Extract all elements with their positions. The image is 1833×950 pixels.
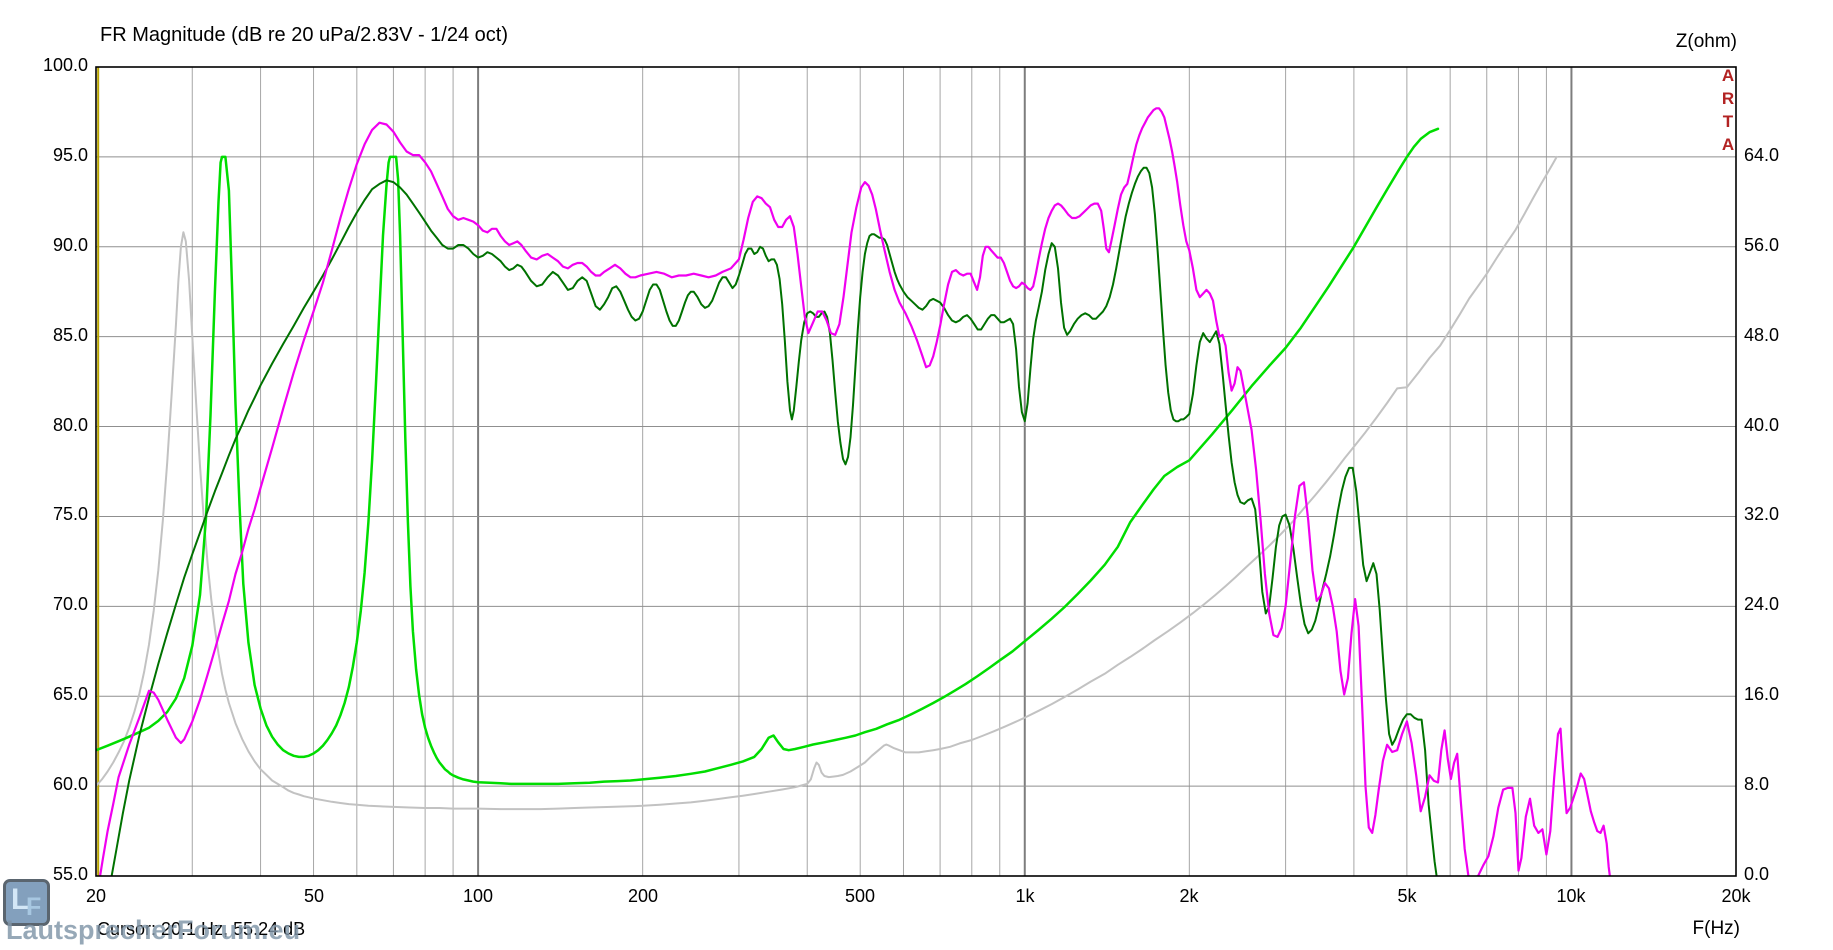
y-left-tick-label: 100.0 (42, 55, 88, 75)
y-right-tick-label: 32.0 (1744, 504, 1780, 524)
y-left-tick-label: 80.0 (52, 415, 88, 435)
arta-letter: R (1721, 89, 1735, 108)
y-left-tick-label: 65.0 (52, 684, 88, 704)
chart-title: FR Magnitude (dB re 20 uPa/2.83V - 1/24 … (100, 24, 508, 46)
x-tick-label: 50 (303, 886, 325, 906)
y-left-tick-label: 75.0 (52, 504, 88, 524)
x-tick-label: 1k (1015, 886, 1035, 906)
y-left-tick-label: 60.0 (52, 774, 88, 794)
y-right-tick-label: 16.0 (1744, 684, 1780, 704)
right-axis-title: Z(ohm) (1675, 31, 1737, 52)
y-right-tick-label: 64.0 (1744, 145, 1780, 165)
x-tick-label: 2k (1179, 886, 1199, 906)
arta-letter: T (1722, 112, 1734, 131)
watermark-text: LautsprecherForum.eu (6, 915, 301, 945)
y-left-tick-label: 95.0 (52, 145, 88, 165)
y-right-tick-label: 48.0 (1744, 325, 1780, 345)
x-tick-label: 20k (1721, 886, 1751, 906)
x-tick-label: 100 (462, 886, 494, 906)
y-right-tick-label: 56.0 (1744, 235, 1780, 255)
y-left-tick-label: 90.0 (52, 235, 88, 255)
arta-letter: A (1721, 66, 1735, 85)
arta-letter: A (1721, 135, 1735, 154)
y-right-tick-label: 40.0 (1744, 415, 1780, 435)
x-tick-label: 500 (844, 886, 876, 906)
y-left-tick-label: 55.0 (52, 864, 88, 884)
y-right-tick-label: 8.0 (1744, 774, 1770, 794)
watermark-logo-letter-l: L (11, 883, 30, 916)
x-axis-title: F(Hz) (1692, 918, 1740, 939)
watermark-logo-letter-f: F (26, 893, 42, 921)
curve-fr-magenta (98, 107, 1611, 876)
y-left-tick-label: 85.0 (52, 325, 88, 345)
x-tick-label: 5k (1397, 886, 1417, 906)
plot-border (95, 66, 1737, 877)
curve-fr-dark-green (110, 166, 1438, 876)
curve-impedance-gray (96, 155, 1558, 811)
x-tick-label: 200 (627, 886, 659, 906)
watermark-logo: L F (3, 879, 50, 926)
curve-impedance-green (96, 127, 1440, 786)
cursor-readout: Cursor: 20.1 Hz, 55.24 dB (97, 919, 306, 939)
y-left-tick-label: 70.0 (52, 594, 88, 614)
x-tick-label: 10k (1556, 886, 1586, 906)
x-tick-label: 20 (85, 886, 107, 906)
y-right-tick-label: 0.0 (1744, 864, 1770, 884)
y-right-tick-label: 24.0 (1744, 594, 1780, 614)
